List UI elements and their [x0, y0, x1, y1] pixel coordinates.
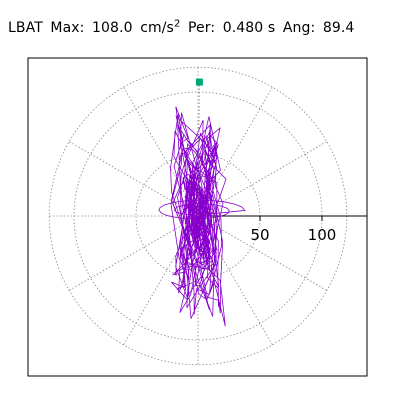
grid-spoke-210	[68, 215, 199, 291]
radial-tick-label-100: 100	[308, 226, 337, 244]
peak-marker	[195, 78, 203, 86]
motion-trace	[158, 106, 246, 327]
per-label: Per:	[187, 19, 216, 36]
max-unit-exponent: 2	[173, 18, 181, 29]
max-unit: cm/s2	[140, 18, 181, 36]
radial-tick-label-50: 50	[250, 226, 269, 244]
ang-label: Ang:	[282, 19, 316, 36]
plot-frame	[27, 57, 368, 377]
radial-axis: 50 100	[198, 215, 367, 244]
peak-marker-group	[195, 78, 203, 217]
station-label: LBAT	[8, 19, 43, 36]
grid-spoke-120	[123, 86, 199, 217]
grid-spoke-30	[197, 141, 328, 217]
grid-spoke-60	[197, 86, 273, 217]
max-label: Max:	[50, 19, 85, 36]
chart-title: LBAT Max: 108.0 cm/s2 Per: 0.480 s Ang: …	[8, 18, 357, 36]
grid-spoke-240	[123, 215, 199, 346]
max-value: 108.0	[92, 19, 133, 36]
peak-direction-line	[197, 82, 200, 217]
grid-spoke-150	[68, 141, 199, 217]
trace-path	[158, 106, 246, 327]
ang-value: 89.4	[322, 19, 355, 36]
per-value: 0.480 s	[222, 19, 276, 36]
